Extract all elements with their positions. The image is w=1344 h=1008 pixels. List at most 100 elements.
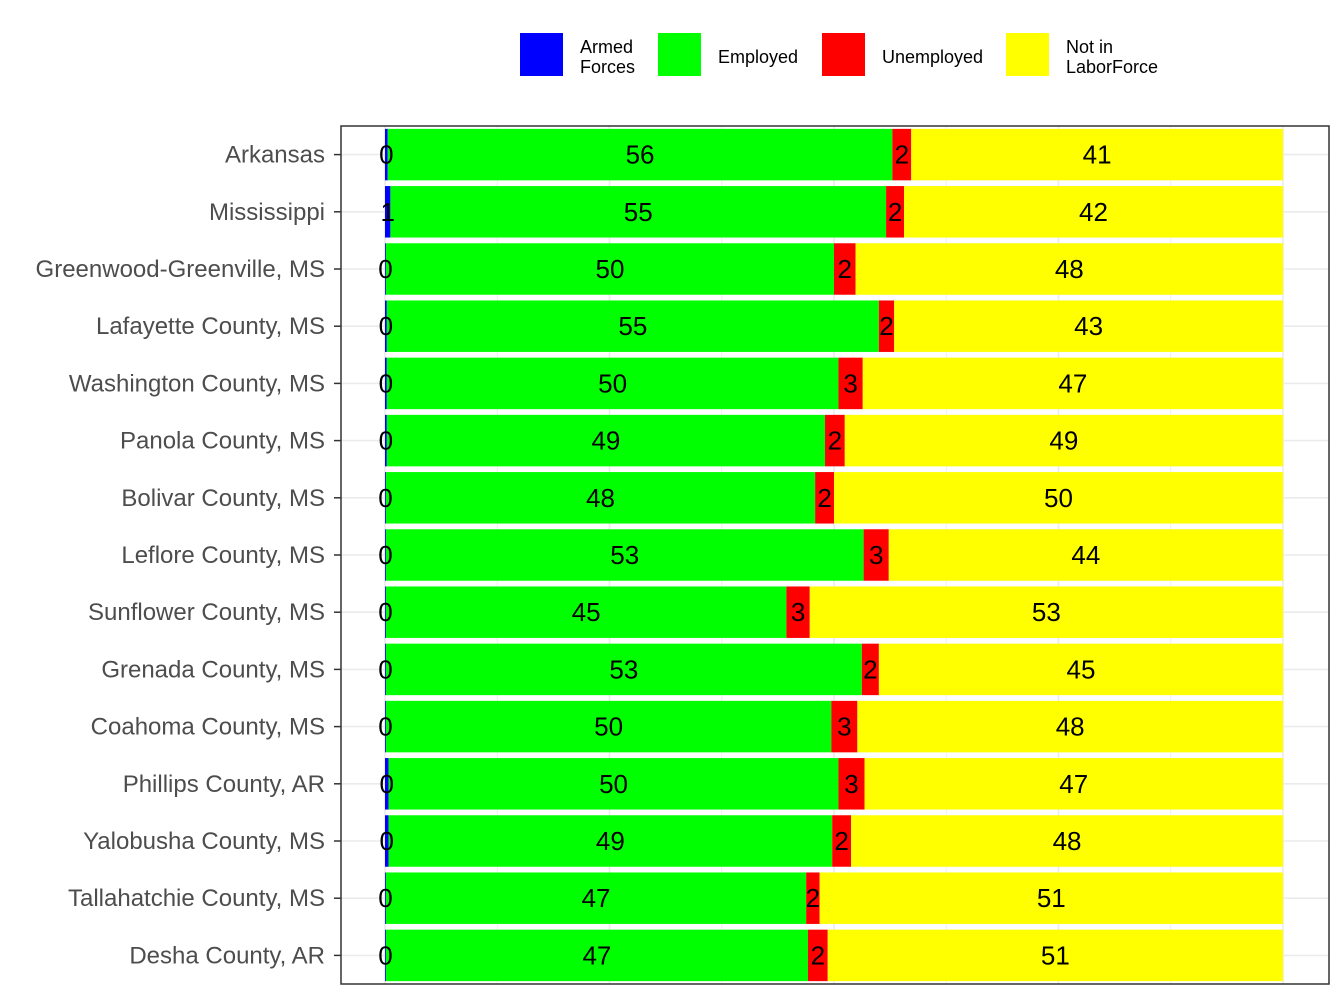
- bar-segment: [385, 586, 386, 638]
- data-label: 0: [378, 712, 392, 742]
- legend-label-line: Armed: [580, 37, 633, 57]
- bar-segment: [862, 357, 1283, 410]
- bar-segment: [385, 300, 387, 352]
- category-label: Phillips County, AR: [123, 771, 325, 798]
- data-label: 47: [1058, 368, 1087, 398]
- data-label: 2: [879, 311, 893, 341]
- bar-segment: [834, 243, 856, 295]
- bar-segment: [911, 128, 1283, 181]
- bar-segment: [809, 586, 1283, 638]
- legend-key: [520, 33, 563, 76]
- bar-segment: [385, 643, 862, 696]
- data-label: 50: [594, 712, 623, 742]
- bar-segment: [807, 929, 828, 982]
- legend-key: [1006, 33, 1049, 76]
- data-label: 2: [863, 654, 877, 684]
- data-label: 50: [598, 368, 627, 398]
- bar-segment: [385, 128, 388, 181]
- data-label: 0: [379, 311, 393, 341]
- category-label: Leflore County, MS: [121, 542, 325, 569]
- data-label: 49: [591, 426, 620, 456]
- category-label: Washington County, MS: [69, 370, 325, 397]
- bar-segment: [864, 758, 1283, 810]
- bar-segment: [844, 414, 1283, 467]
- category-label: Greenwood-Greenville, MS: [36, 256, 325, 283]
- category-label: Panola County, MS: [120, 428, 325, 455]
- bar-segment: [385, 643, 386, 696]
- data-label: 48: [586, 483, 615, 513]
- data-label: 55: [618, 311, 647, 341]
- data-label: 56: [626, 140, 655, 170]
- legend-label-line: Not in: [1066, 37, 1113, 57]
- data-label: 53: [1032, 597, 1061, 627]
- data-label: 0: [378, 597, 392, 627]
- bar-segment: [878, 300, 895, 352]
- bar-segment: [385, 186, 391, 238]
- data-label: 51: [1041, 940, 1070, 970]
- data-label: 2: [811, 940, 825, 970]
- data-label: 0: [378, 254, 392, 284]
- bar-segment: [838, 758, 865, 810]
- bar-segment: [385, 815, 389, 867]
- data-label: 48: [1053, 826, 1082, 856]
- bar-segment: [831, 700, 858, 753]
- data-label: 48: [1056, 712, 1085, 742]
- legend-label: Unemployed: [882, 47, 983, 67]
- bar-segment: [886, 186, 905, 238]
- category-axis: Arkansas Mississippi Greenwood-Greenville,…: [36, 142, 341, 969]
- bar-segment: [385, 243, 386, 295]
- bar-segment: [385, 700, 832, 753]
- data-label: 2: [828, 426, 842, 456]
- data-label: 3: [844, 769, 858, 799]
- data-label: 0: [380, 826, 394, 856]
- data-label: 0: [378, 483, 392, 513]
- data-label: 0: [379, 426, 393, 456]
- legend: Armed Forces Employed Unemployed Not in Labor…: [520, 33, 1158, 77]
- bar-segment: [888, 529, 1283, 581]
- category-label: Coahoma County, MS: [91, 714, 325, 741]
- legend-label-line: LaborForce: [1066, 57, 1158, 77]
- bar-segment: [385, 472, 816, 524]
- bar-segment: [385, 929, 808, 982]
- bar-segment: [385, 872, 807, 924]
- data-label: 43: [1074, 311, 1103, 341]
- bar-segment: [894, 300, 1283, 352]
- bar-segment: [385, 243, 834, 295]
- bar-segment: [827, 929, 1283, 982]
- bar-segment: [815, 472, 834, 524]
- category-label: Lafayette County, MS: [96, 313, 325, 340]
- category-label: Desha County, AR: [129, 942, 325, 969]
- data-label: 0: [378, 654, 392, 684]
- bar-segment: [851, 815, 1283, 867]
- bar-segment: [386, 414, 826, 467]
- bar-segment: [388, 758, 839, 810]
- data-label: 3: [869, 540, 883, 570]
- data-label: 2: [838, 254, 852, 284]
- bar-segment: [825, 414, 845, 467]
- data-label: 47: [582, 883, 611, 913]
- data-label: 53: [610, 540, 639, 570]
- category-label: Arkansas: [225, 142, 325, 169]
- data-label: 45: [572, 597, 601, 627]
- bar-segment: [390, 186, 887, 238]
- bar-segment: [786, 586, 810, 638]
- bar-segment: [385, 929, 386, 982]
- data-label: 2: [834, 826, 848, 856]
- data-label: 2: [888, 197, 902, 227]
- data-label: 0: [378, 940, 392, 970]
- bar-segment: [861, 643, 879, 696]
- data-label: 45: [1066, 654, 1095, 684]
- legend-key: [658, 33, 701, 76]
- data-label: 50: [599, 769, 628, 799]
- data-label: 0: [380, 769, 394, 799]
- legend-label: Not in LaborForce: [1066, 37, 1158, 77]
- bar-segment: [892, 128, 912, 181]
- data-label: 3: [837, 712, 851, 742]
- bar-segment: [385, 472, 386, 524]
- bar-segment: [386, 357, 839, 410]
- bar-segment: [385, 586, 787, 638]
- data-label: 55: [624, 197, 653, 227]
- bar-segment: [385, 357, 387, 410]
- category-label: Tallahatchie County, MS: [68, 885, 325, 912]
